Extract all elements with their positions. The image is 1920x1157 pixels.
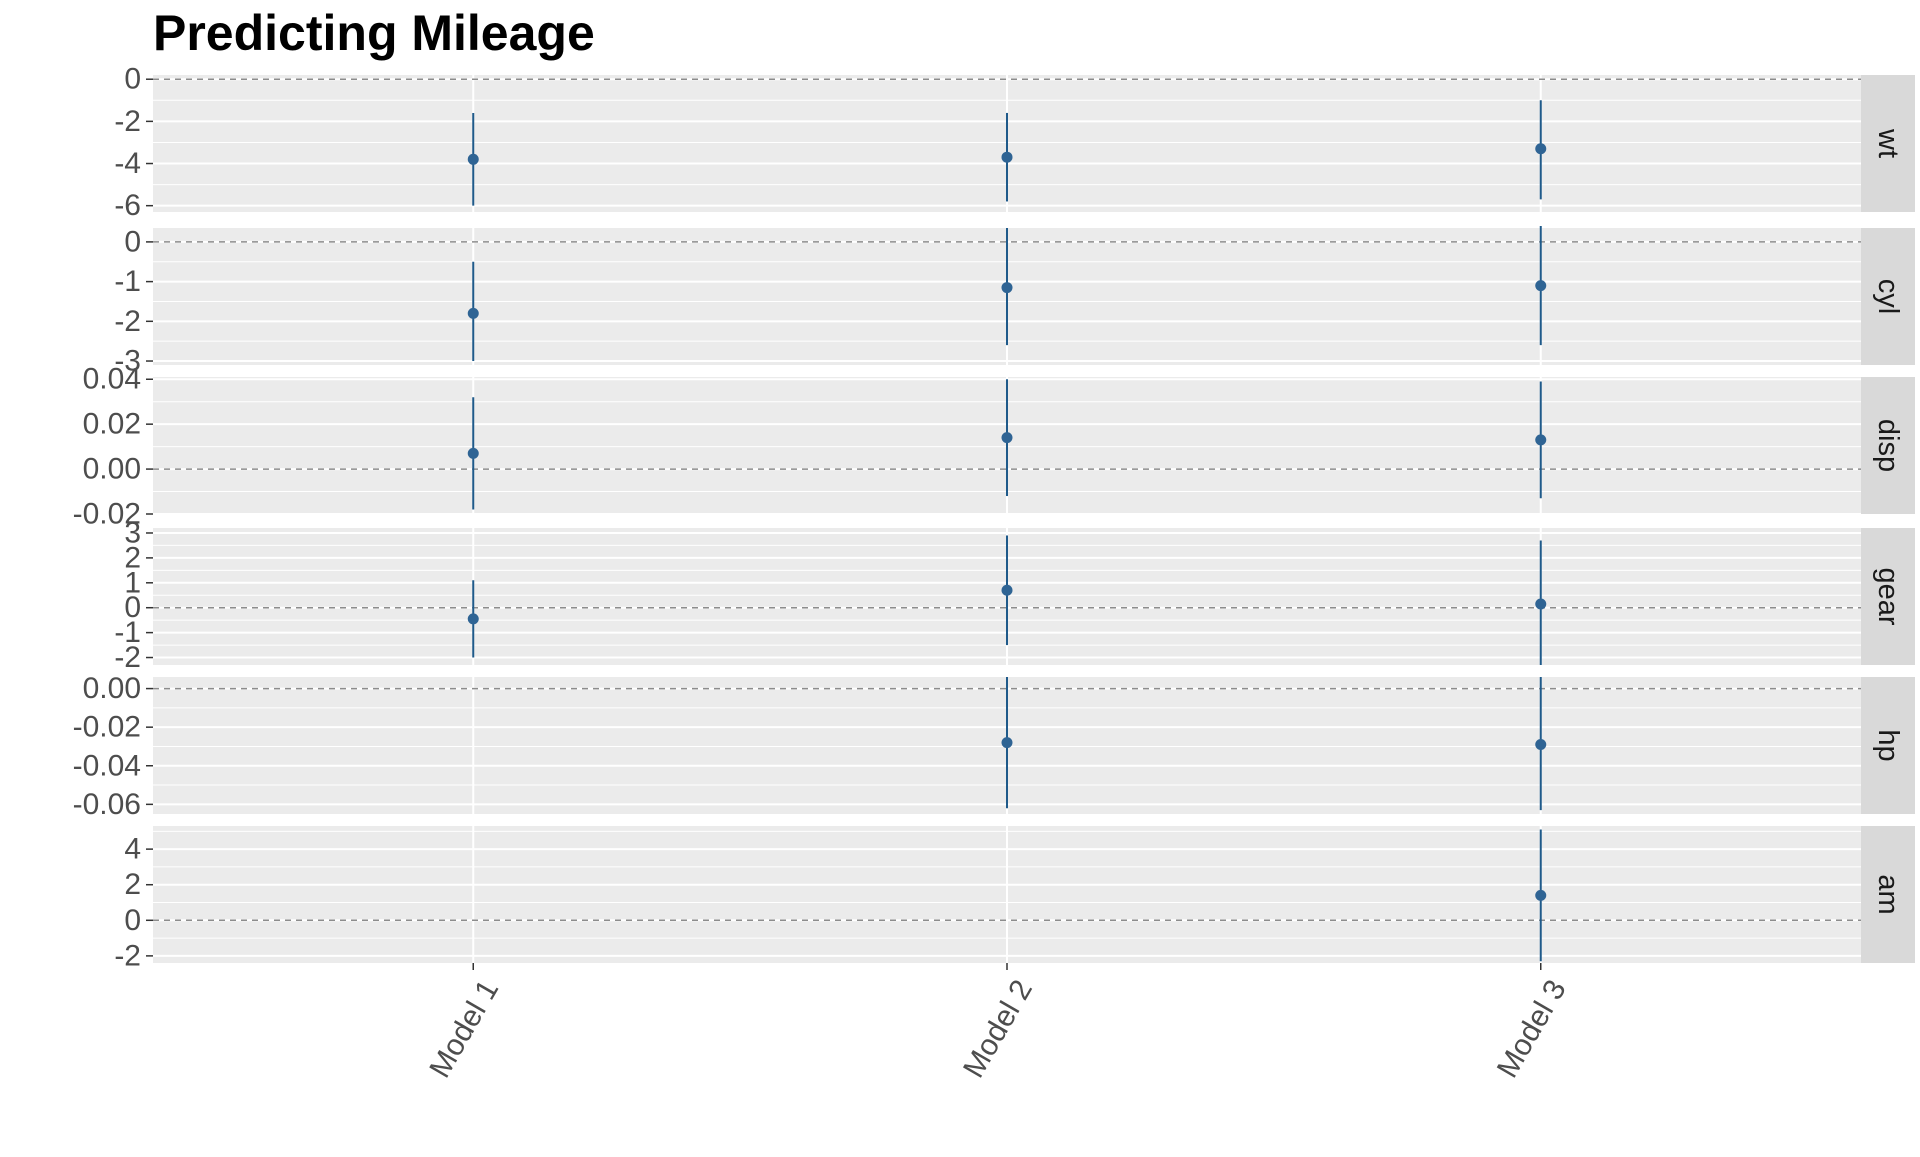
- y-tick-label-gear: -2: [114, 641, 141, 674]
- strip-label-disp: disp: [1872, 419, 1904, 472]
- y-tick-label-cyl: 0: [124, 225, 141, 258]
- y-tick-label-wt: 0: [124, 63, 141, 96]
- point-wt-2: [1535, 143, 1547, 155]
- y-tick-label-wt: -6: [114, 189, 141, 222]
- y-tick-label-disp: 0.02: [83, 408, 141, 441]
- point-disp-1: [1001, 432, 1013, 444]
- point-gear-2: [1535, 598, 1547, 610]
- strip-label-hp: hp: [1872, 729, 1904, 761]
- strip-gear: [1861, 528, 1915, 665]
- x-tick-label: Model 1: [423, 974, 505, 1083]
- strip-label-am: am: [1872, 874, 1904, 914]
- point-disp-0: [467, 447, 479, 459]
- y-tick-label-hp: -0.06: [73, 788, 141, 821]
- y-tick-label-gear: 0: [124, 591, 141, 624]
- y-tick-label-gear: 3: [124, 516, 141, 549]
- y-tick-label-gear: 1: [124, 566, 141, 599]
- y-tick-label-disp: 0.00: [83, 453, 141, 486]
- point-am-2: [1535, 889, 1547, 901]
- y-tick-label-disp: 0.04: [83, 363, 141, 396]
- strip-wt: [1861, 75, 1915, 212]
- strip-cyl: [1861, 228, 1915, 365]
- x-tick-label: Model 2: [957, 974, 1039, 1083]
- strip-label-cyl: cyl: [1872, 279, 1904, 314]
- strip-hp: [1861, 677, 1915, 814]
- y-tick-label-am: -2: [114, 939, 141, 972]
- point-cyl-2: [1535, 280, 1547, 292]
- point-cyl-1: [1001, 282, 1013, 294]
- y-tick-label-gear: -1: [114, 616, 141, 649]
- y-tick-label-cyl: -3: [114, 345, 141, 378]
- strip-label-wt: wt: [1872, 128, 1904, 158]
- chart-title: Predicting Mileage: [153, 5, 595, 61]
- strip-label-gear: gear: [1872, 567, 1904, 625]
- y-tick-label-gear: 2: [124, 541, 141, 574]
- y-tick-label-cyl: -2: [114, 305, 141, 338]
- strip-disp: [1861, 377, 1915, 514]
- strip-am: [1861, 826, 1915, 963]
- point-disp-2: [1535, 434, 1547, 446]
- y-tick-label-am: 0: [124, 904, 141, 937]
- y-tick-label-hp: 0.00: [83, 672, 141, 705]
- point-wt-1: [1001, 151, 1013, 163]
- y-tick-label-disp: -0.02: [73, 498, 141, 531]
- point-gear-1: [1001, 584, 1013, 596]
- y-tick-label-hp: -0.04: [73, 749, 141, 782]
- y-tick-label-hp: -0.02: [73, 711, 141, 744]
- point-hp-2: [1535, 739, 1547, 751]
- point-hp-1: [1001, 737, 1013, 749]
- point-gear-0: [467, 613, 479, 625]
- y-tick-label-am: 2: [124, 868, 141, 901]
- y-tick-label-wt: -4: [114, 147, 141, 180]
- point-wt-0: [467, 153, 479, 165]
- y-tick-label-am: 4: [124, 833, 141, 866]
- y-tick-label-wt: -2: [114, 105, 141, 138]
- y-tick-label-cyl: -1: [114, 265, 141, 298]
- point-cyl-0: [467, 307, 479, 319]
- x-tick-label: Model 3: [1491, 974, 1573, 1083]
